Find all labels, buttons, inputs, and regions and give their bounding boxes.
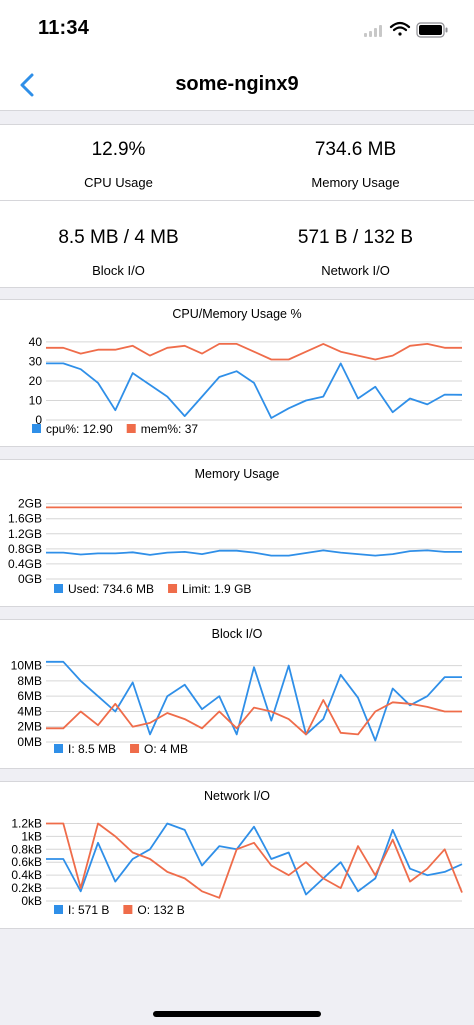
legend-label: cpu%: 12.90	[46, 422, 113, 436]
y-tick-label: 0GB	[18, 572, 42, 586]
legend-swatch	[168, 584, 178, 593]
cpu-memory-chart: CPU/Memory Usage % 0 10 20 30 40 cpu%: 12.90 me…	[29, 307, 463, 436]
network-io-chart: Network I/O 0kB0.2kB0.4kB0.6kB0.8kB1kB1.2…	[11, 789, 463, 917]
legend-label: Used: 734.6 MB	[68, 582, 154, 596]
y-tick-label: 2GB	[18, 497, 42, 511]
stat-value: 734.6 MB	[314, 139, 397, 160]
series-line	[46, 822, 463, 896]
y-tick-label: 0kB	[21, 894, 42, 908]
legend-swatch	[123, 905, 133, 914]
series-line	[46, 549, 462, 557]
chart-title: Network I/O	[204, 789, 270, 803]
legend-label: O: 4 MB	[144, 742, 188, 756]
y-tick-label: 40	[29, 335, 43, 349]
status-bar: 11:34	[0, 0, 474, 60]
y-tick-label: 0.6kB	[11, 855, 42, 869]
chart-title: Memory Usage	[195, 467, 280, 481]
stat-value: 571 B / 132 B	[297, 227, 414, 248]
y-tick-label: 0.2kB	[11, 881, 42, 895]
y-tick-label: 10	[29, 393, 43, 407]
legend-label: Limit: 1.9 GB	[182, 582, 251, 596]
y-tick-label: 30	[29, 354, 43, 368]
stat-network-io: 571 B / 132 B Network I/O	[237, 227, 474, 278]
y-tick-label: 4MB	[17, 704, 42, 718]
chart-title: Block I/O	[212, 627, 263, 641]
stats-panel: 12.9% CPU Usage 734.6 MB Memory Usage 8.…	[0, 124, 474, 288]
y-tick-label: 2MB	[17, 720, 42, 734]
stat-label: Block I/O	[92, 263, 145, 278]
y-tick-label: 8MB	[17, 674, 42, 688]
series-line	[46, 660, 462, 742]
status-icons	[364, 21, 448, 38]
stat-label: Network I/O	[321, 263, 390, 278]
series-line	[46, 699, 462, 736]
page-title: some-nginx9	[175, 73, 299, 95]
wifi-icon	[389, 21, 411, 36]
y-tick-label: 0.8kB	[11, 842, 42, 856]
stat-memory-usage: 734.6 MB Memory Usage	[237, 139, 474, 190]
legend-swatch	[54, 905, 63, 914]
legend-swatch	[54, 584, 63, 593]
y-tick-label: 1.2kB	[11, 816, 42, 830]
y-tick-label: 1.6GB	[8, 512, 42, 526]
y-tick-label: 20	[29, 374, 43, 388]
back-chevron-icon[interactable]	[16, 70, 42, 100]
home-indicator	[153, 1011, 321, 1017]
y-tick-label: 1kB	[21, 829, 42, 843]
series-line	[46, 822, 463, 899]
stat-cpu-usage: 12.9% CPU Usage	[0, 139, 237, 190]
chart-card-block-io: Block I/O 0MB 2MB 4MB 6MB 8MB 10MB I: 8.5 MB O: …	[0, 619, 474, 769]
y-tick-label: 10MB	[11, 659, 42, 673]
chart-card-cpu-memory: CPU/Memory Usage % 0 10 20 30 40 cpu%: 12.90 me…	[0, 299, 474, 447]
legend-label: I: 8.5 MB	[68, 742, 116, 756]
legend-swatch	[130, 744, 140, 753]
stat-value: 8.5 MB / 4 MB	[58, 227, 179, 248]
series-line	[46, 362, 463, 419]
chart-title: CPU/Memory Usage %	[172, 307, 301, 321]
legend-swatch	[126, 424, 136, 433]
stat-block-io: 8.5 MB / 4 MB Block I/O	[0, 227, 237, 278]
legend-swatch	[32, 424, 41, 433]
stat-label: CPU Usage	[84, 175, 153, 190]
chart-card-network-io: Network I/O 0kB 0.2kB 0.4kB 0.6kB 0.8kB 1kB 1.2…	[0, 781, 474, 929]
stat-value: 12.9%	[91, 139, 146, 160]
legend-label: mem%: 37	[141, 422, 199, 436]
stat-label: Memory Usage	[311, 175, 400, 190]
legend-label: O: 132 B	[137, 903, 184, 917]
signal-icon	[364, 25, 382, 37]
legend-label: I: 571 B	[68, 903, 109, 917]
divider	[0, 200, 474, 201]
chart-card-memory-usage: Memory Usage 0GB 0.4GB 0.8GB 1.2GB 1.6GB 2GB Us…	[0, 459, 474, 607]
y-tick-label: 0MB	[17, 735, 42, 749]
navigation-bar: some-nginx9	[0, 60, 474, 111]
y-tick-label: 0.4GB	[8, 557, 42, 571]
series-line	[46, 343, 462, 361]
y-tick-label: 1.2GB	[8, 527, 42, 541]
y-tick-label: 0	[35, 413, 42, 427]
y-tick-label: 0.4kB	[11, 868, 42, 882]
status-time: 11:34	[38, 17, 90, 39]
legend-swatch	[54, 744, 63, 753]
y-tick-label: 6MB	[17, 689, 42, 703]
y-tick-label: 0.8GB	[8, 542, 42, 556]
battery-icon	[416, 22, 448, 38]
